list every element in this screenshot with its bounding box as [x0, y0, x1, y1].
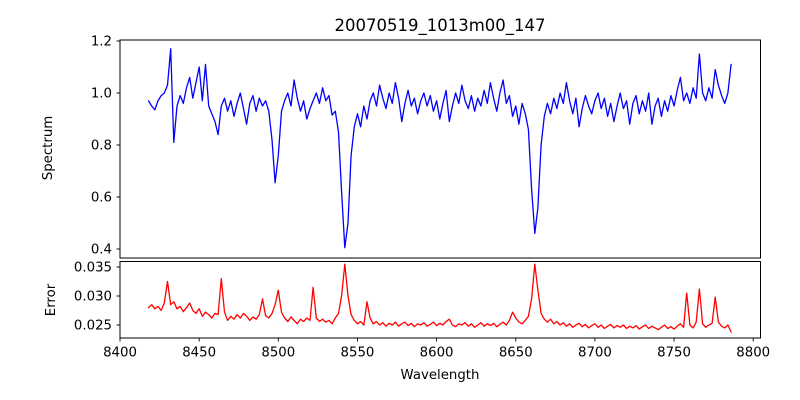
error-y-axis-label: Error: [44, 283, 59, 316]
spectrum-panel: 1.2 1.0 0.8 0.6 0.4: [91, 35, 761, 259]
y-tick-label: 1.2: [91, 35, 112, 50]
error-panel-border: [119, 261, 761, 339]
chart-title: 20070519_1013m00_147: [334, 16, 545, 36]
x-tick-label: 8550: [341, 346, 375, 361]
y-tick-label: 0.035: [74, 261, 112, 276]
x-tick-label: 8800: [736, 346, 770, 361]
y-tick-label: 0.6: [91, 191, 112, 206]
x-tick-label: 8700: [578, 346, 612, 361]
x-tick-label: 8750: [657, 346, 691, 361]
y-tick-label: 0.8: [91, 139, 112, 154]
y-tick-label: 0.030: [74, 290, 112, 305]
y-tick-label: 1.0: [91, 87, 112, 102]
spectrum-panel-border: [119, 39, 761, 259]
error-panel: 0.035 0.030 0.025 8400 8450 8500 8550 8600 8650 8…: [74, 261, 770, 361]
x-tick-label: 8600: [420, 346, 454, 361]
x-tick-label: 8450: [182, 346, 216, 361]
spectrum-y-axis-label: Spectrum: [41, 116, 56, 180]
wavelength-x-axis-label: Wavelength: [401, 368, 480, 383]
spectrum-line: [147, 48, 732, 249]
error-line: [147, 263, 732, 333]
x-tick-label: 8650: [499, 346, 533, 361]
y-tick-label: 0.4: [91, 243, 112, 258]
y-tick-label: 0.025: [74, 319, 112, 334]
x-tick-label: 8500: [261, 346, 295, 361]
x-tick-label: 8400: [103, 346, 137, 361]
